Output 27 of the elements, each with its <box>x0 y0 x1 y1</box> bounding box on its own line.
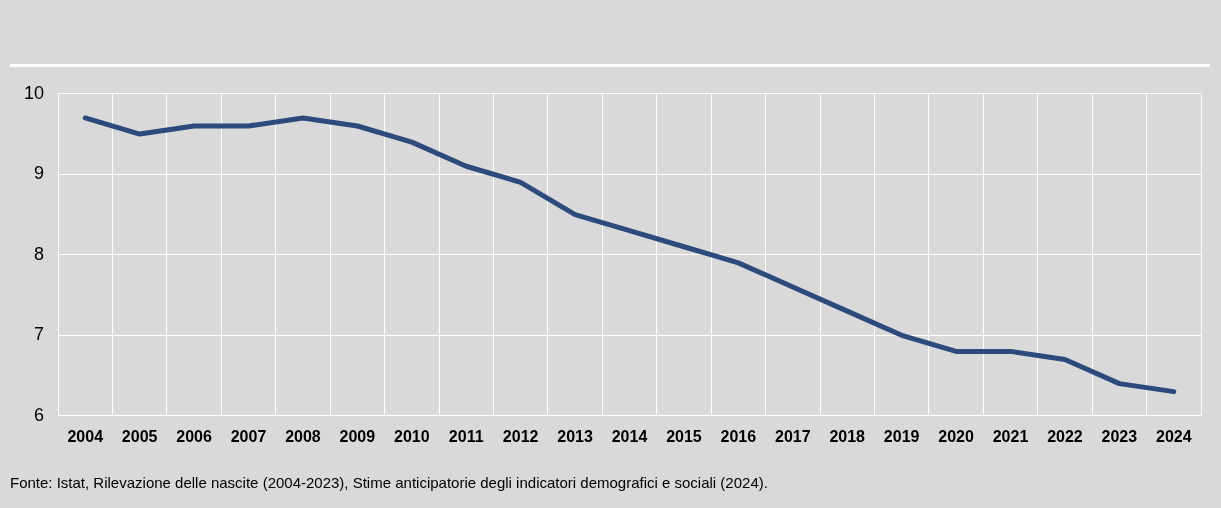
x-tick-label: 2021 <box>992 427 1029 445</box>
x-tick-label: 2006 <box>176 427 212 445</box>
source-note: Fonte: Istat, Rilevazione delle nascite (2004-2023), Stime anticipatorie degli indicatori demografici e sociali (2024). <box>10 474 768 491</box>
y-tick-label: 9 <box>34 163 45 184</box>
x-tick-label: 2012 <box>502 427 539 445</box>
x-tick-label: 2007 <box>230 427 267 445</box>
y-tick-label: 6 <box>34 404 45 425</box>
x-tick-label: 2024 <box>1155 427 1192 445</box>
x-tick-label: 2019 <box>883 427 920 445</box>
x-tick-label: 2004 <box>67 427 104 445</box>
x-tick-label: 2005 <box>121 427 158 445</box>
x-tick-label: 2008 <box>285 427 321 445</box>
y-tick-label: 7 <box>34 324 45 345</box>
x-tick-label: 2010 <box>394 427 430 445</box>
x-tick-label: 2018 <box>829 427 866 445</box>
y-tick-label: 10 <box>23 82 45 103</box>
x-tick-label: 2016 <box>720 427 757 445</box>
x-tick-label: 2014 <box>611 427 648 445</box>
y-tick-label: 8 <box>34 243 45 264</box>
x-tick-label: 2009 <box>339 427 376 445</box>
x-tick-label: 2020 <box>938 427 974 445</box>
x-tick-label: 2017 <box>775 427 811 445</box>
x-tick-label: 2011 <box>448 427 484 445</box>
x-tick-label: 2015 <box>666 427 702 445</box>
x-tick-label: 2023 <box>1101 427 1138 445</box>
x-tick-label: 2022 <box>1047 427 1083 445</box>
x-tick-label: 2013 <box>557 427 593 445</box>
